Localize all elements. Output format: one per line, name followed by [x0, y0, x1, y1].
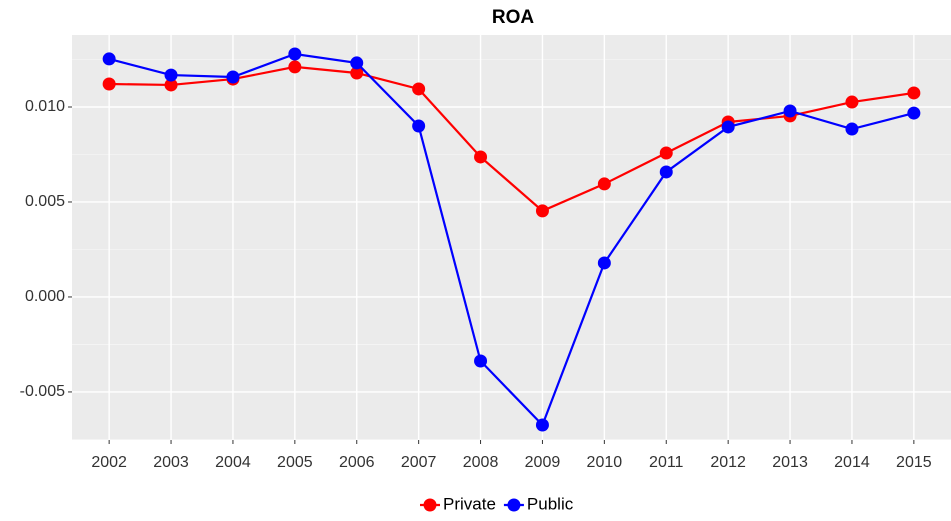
- data-point: [845, 122, 859, 136]
- data-point: [535, 418, 549, 432]
- chart-title: ROA: [492, 7, 535, 28]
- legend-key: [507, 498, 521, 512]
- legend-label: Public: [527, 494, 574, 513]
- data-point: [659, 165, 673, 179]
- x-tick-label: 2009: [525, 454, 561, 471]
- legend-key: [423, 498, 437, 512]
- data-point: [907, 86, 921, 100]
- x-tick-label: 2012: [710, 454, 746, 471]
- x-tick-label: 2005: [277, 454, 313, 471]
- data-point: [350, 66, 364, 80]
- x-tick-label: 2002: [91, 454, 127, 471]
- data-point: [597, 256, 611, 270]
- data-point: [474, 354, 488, 368]
- x-tick-label: 2007: [401, 454, 437, 471]
- data-point: [226, 70, 240, 84]
- x-tick-label: 2011: [649, 454, 684, 471]
- data-point: [659, 146, 673, 160]
- data-point: [164, 68, 178, 82]
- y-tick-label: 0.000: [25, 288, 65, 305]
- x-tick-label: 2010: [587, 454, 623, 471]
- data-point: [350, 56, 364, 70]
- data-point: [288, 60, 302, 74]
- x-tick-label: 2003: [153, 454, 189, 471]
- data-point: [164, 78, 178, 92]
- legend: Private Public: [420, 494, 574, 513]
- x-tick-label: 2008: [463, 454, 499, 471]
- data-point: [597, 177, 611, 191]
- data-point: [721, 120, 735, 134]
- data-point: [845, 95, 859, 109]
- y-tick-label: 0.005: [25, 193, 65, 210]
- data-point: [535, 204, 549, 218]
- data-point: [102, 77, 116, 91]
- y-tick-label: -0.005: [20, 383, 65, 400]
- legend-label: Private: [443, 494, 496, 513]
- data-point: [102, 52, 116, 66]
- data-point: [288, 47, 302, 61]
- plot-panel: [72, 35, 951, 440]
- series-line: [109, 65, 915, 213]
- data-point: [412, 119, 426, 133]
- x-tick-label: 2013: [772, 454, 808, 471]
- y-tick-label: 0.010: [25, 98, 65, 115]
- data-point: [412, 82, 426, 96]
- data-point: [907, 106, 921, 120]
- x-tick-label: 2014: [834, 454, 870, 471]
- x-tick-label: 2006: [339, 454, 375, 471]
- data-point: [474, 150, 488, 164]
- series-line: [108, 52, 915, 428]
- data-point: [783, 104, 797, 118]
- x-tick-label: 2015: [896, 454, 932, 471]
- x-tick-label: 2004: [215, 454, 251, 471]
